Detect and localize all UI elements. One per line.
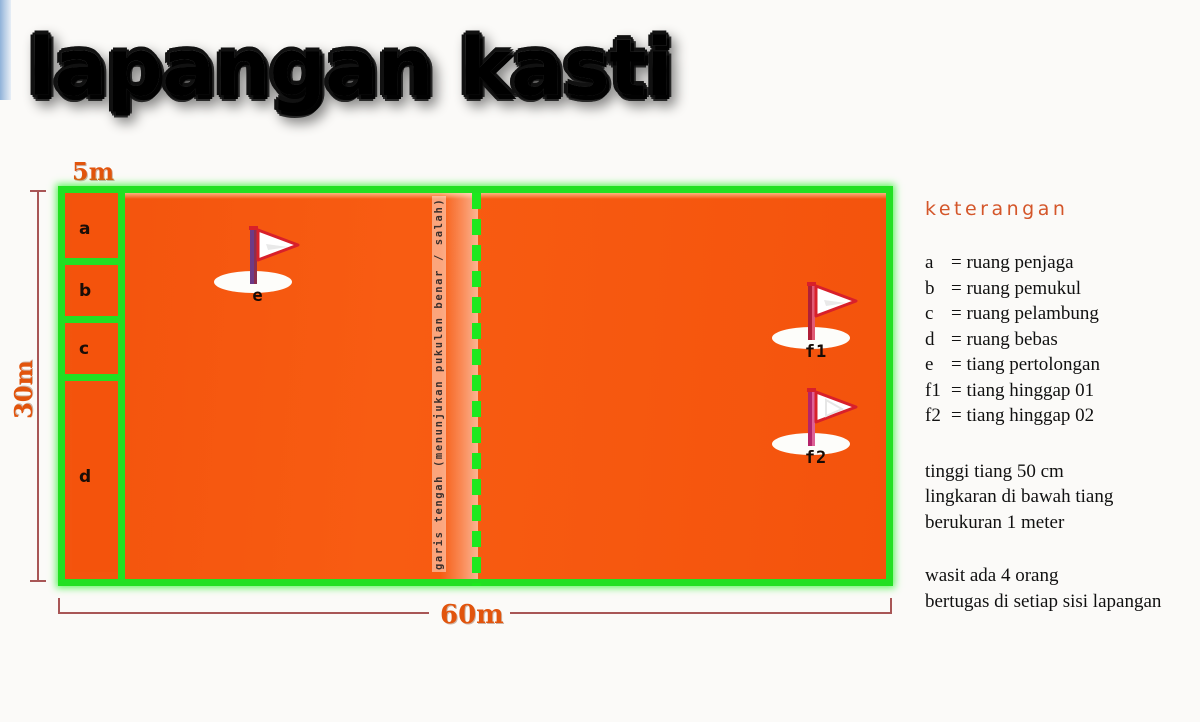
legend-item-key: e xyxy=(925,354,934,375)
legend-item-key: c xyxy=(925,303,934,324)
legend-item-text: ruang pelambung xyxy=(966,303,1099,324)
zone-b-ruang-pemukul[interactable]: b xyxy=(72,265,118,316)
flag-icon xyxy=(772,388,858,455)
flag-icon xyxy=(772,282,858,349)
note-line: lingkaran di bawah tiang xyxy=(925,486,1114,507)
legend-item-eq: = xyxy=(951,405,962,426)
zone-column-divider-line xyxy=(118,193,125,579)
zone-b-label: b xyxy=(79,280,92,301)
decorative-corner-strip xyxy=(0,0,11,100)
centre-dashed-line xyxy=(471,193,481,586)
legend-item-eq: = xyxy=(951,354,962,375)
legend-item-key: f1 xyxy=(925,379,941,401)
legend-item-text: tiang hinggap 02 xyxy=(966,405,1095,426)
dimension-line-horizontal-left xyxy=(59,612,429,614)
legend-item-eq: = xyxy=(951,277,962,299)
legend-item: f1 = tiang hinggap 01 xyxy=(925,378,1190,404)
dimension-label-height: 30m xyxy=(8,360,38,419)
centre-line-label: garis tengah (menunjukan pukulan benar /… xyxy=(431,195,446,572)
legend-item: d = ruang bebas xyxy=(925,327,1190,353)
flag-marker-f2[interactable]: f2 xyxy=(768,376,864,468)
flag-label-e: e xyxy=(252,286,264,306)
zone-c-ruang-pelambung[interactable]: c xyxy=(72,323,118,374)
legend-item-key: d xyxy=(925,328,935,350)
legend-item: c = ruang pelambung xyxy=(925,301,1190,327)
note-line: tinggi tiang 50 cm xyxy=(925,460,1064,482)
legend-item-text: ruang pemukul xyxy=(966,277,1081,299)
dimension-tick-bottom xyxy=(30,580,46,582)
legend-item-key: f2 xyxy=(925,405,941,426)
note-line: wasit ada 4 orang xyxy=(925,565,1059,586)
legend-item-text: tiang hinggap 01 xyxy=(966,379,1095,401)
dimension-tick-right xyxy=(890,598,892,614)
legend-title: keterangan xyxy=(925,198,1069,220)
legend-item: a = ruang penjaga xyxy=(925,250,1190,276)
dimension-tick-left xyxy=(58,598,60,614)
legend-item-eq: = xyxy=(951,252,962,273)
flag-marker-f1[interactable]: f1 xyxy=(768,270,864,362)
flag-icon xyxy=(214,226,300,293)
flag-marker-e[interactable]: e xyxy=(210,214,306,306)
flag-label-f1: f1 xyxy=(804,342,828,362)
note-line: bertugas di setiap sisi lapangan xyxy=(925,590,1162,612)
zone-d-label: d xyxy=(79,466,92,487)
legend-panel: keterangan a = ruang penjaga b = ruang pem… xyxy=(925,198,1190,614)
flag-label-f2: f2 xyxy=(804,448,828,468)
page-title: lapangan kasti xyxy=(28,22,673,114)
zone-a-label: a xyxy=(79,219,91,239)
legend-item-text: ruang bebas xyxy=(966,328,1058,350)
legend-item: b = ruang pemukul xyxy=(925,276,1190,302)
zone-a-ruang-penjaga[interactable]: a xyxy=(72,200,118,258)
dimension-label-length: 60m xyxy=(440,600,504,630)
zone-separator-b-c xyxy=(65,316,125,323)
legend-item-eq: = xyxy=(951,379,962,401)
legend-item: e = tiang pertolongan xyxy=(925,352,1190,378)
legend-notes-pole: tinggi tiang 50 cm lingkaran di bawah ti… xyxy=(925,459,1190,536)
dimension-line-vertical xyxy=(37,191,39,581)
legend-notes-referee: wasit ada 4 orang bertugas di setiap sis… xyxy=(925,563,1190,614)
note-line: berukuran 1 meter xyxy=(925,511,1065,533)
dimension-tick-top xyxy=(30,190,46,192)
legend-item-eq: = xyxy=(951,328,962,350)
zone-c-label: c xyxy=(79,338,90,359)
dimension-line-horizontal-right xyxy=(510,612,892,614)
legend-item-key: a xyxy=(925,252,934,273)
legend-item-text: ruang penjaga xyxy=(966,252,1074,273)
zone-separator-c-d xyxy=(65,374,125,381)
legend-item-key: b xyxy=(925,277,935,299)
legend-list: a = ruang penjaga b = ruang pemukul c = rua… xyxy=(925,250,1190,429)
field-top-highlight xyxy=(125,193,886,199)
dimension-label-width: 5m xyxy=(72,157,115,186)
legend-item: f2 = tiang hinggap 02 xyxy=(925,403,1190,429)
zone-d-ruang-bebas[interactable]: d xyxy=(72,381,118,572)
legend-item-text: tiang pertolongan xyxy=(966,354,1100,375)
legend-item-eq: = xyxy=(951,303,962,324)
kasti-field-diagram: a b c d garis tengah (menunjukan pukulan… xyxy=(58,186,893,586)
zone-separator-a-b xyxy=(65,258,125,265)
